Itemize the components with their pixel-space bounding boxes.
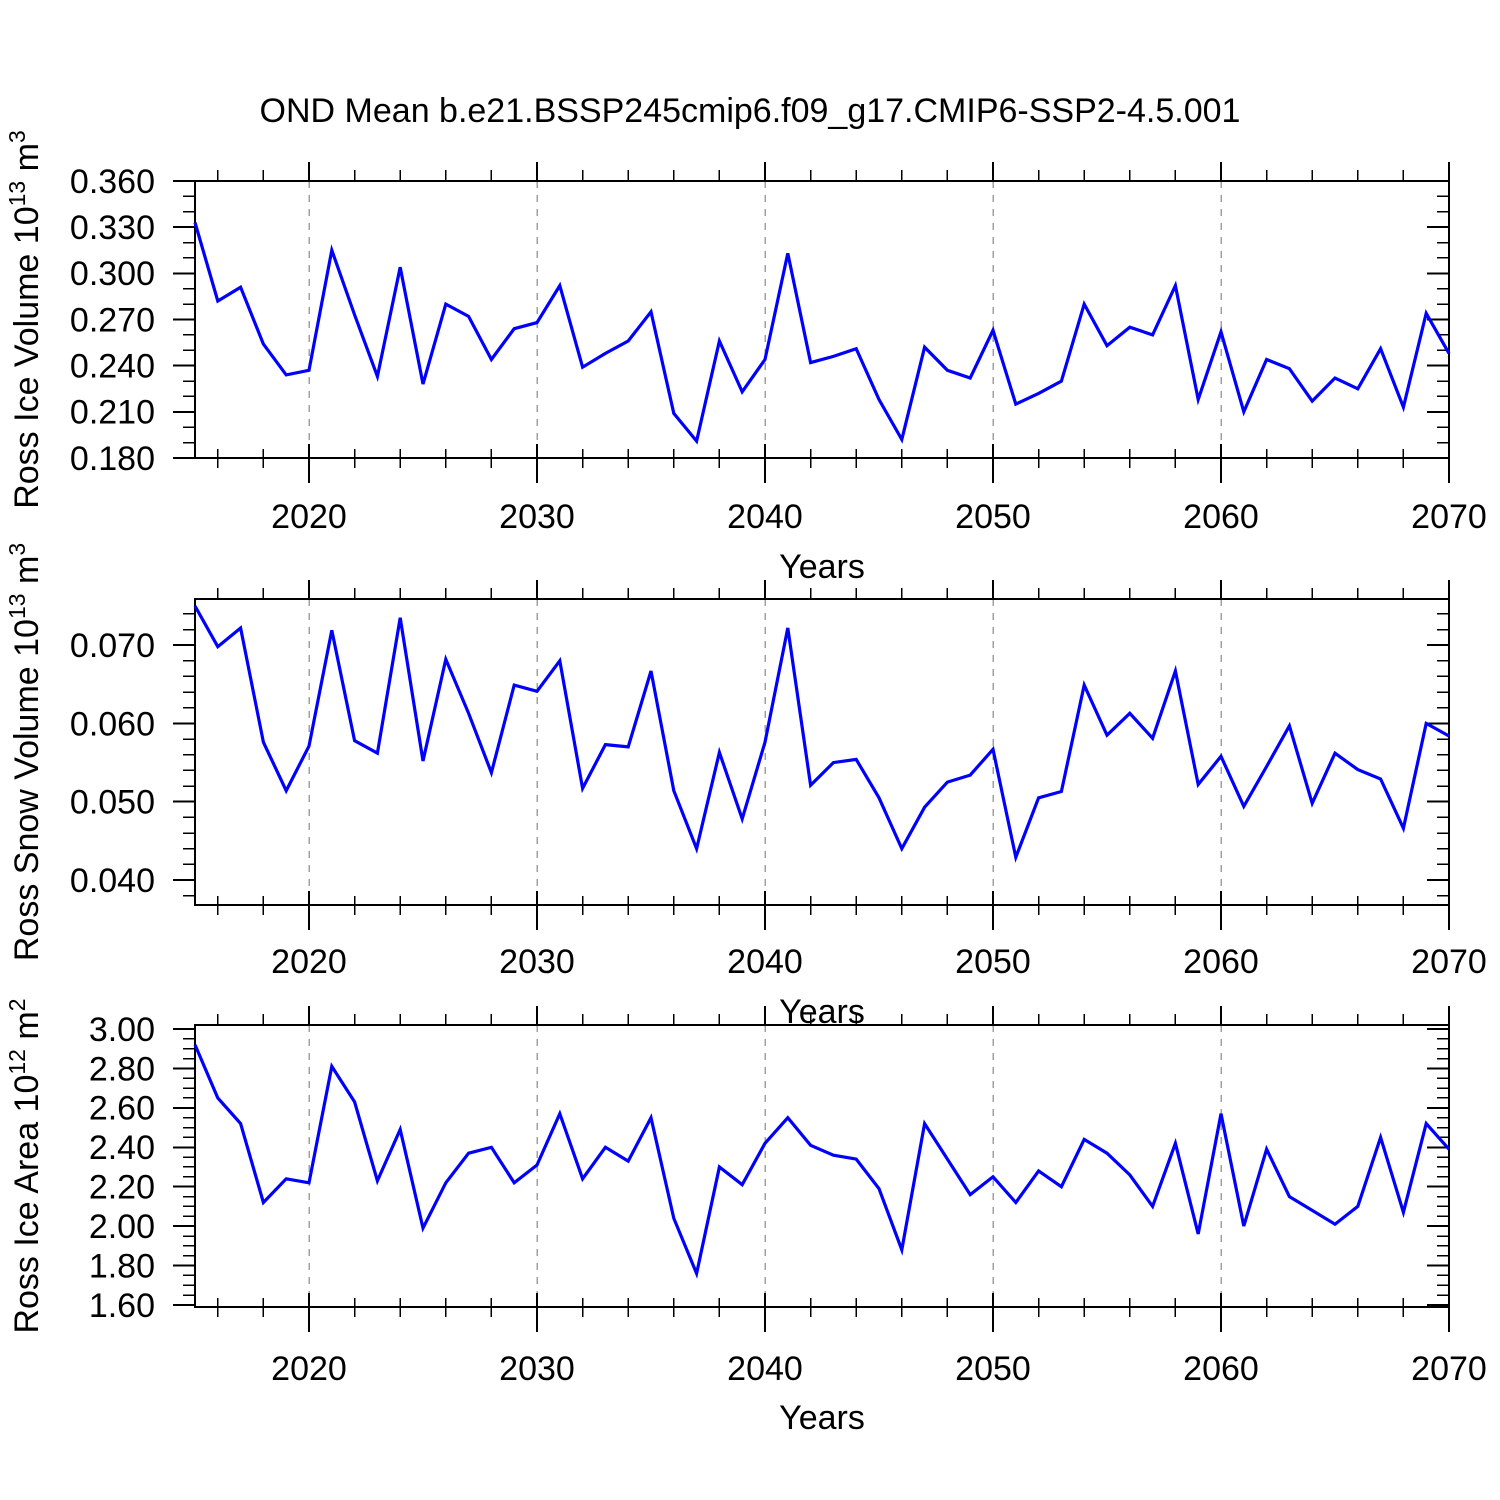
x-axis-label: Years — [779, 548, 865, 586]
y-tick-label: 2.60 — [89, 1090, 155, 1128]
y-tick-label: 0.040 — [70, 862, 155, 900]
y-axis-label: Ross Ice Volume 1013 m3 — [4, 130, 46, 509]
y-tick-label: 0.360 — [70, 163, 155, 201]
series-line-ross-snow-volume — [193, 605, 1450, 863]
x-tick-label: 2020 — [271, 943, 347, 981]
x-tick-label: 2070 — [1411, 943, 1487, 981]
x-tick-label: 2060 — [1183, 1350, 1259, 1388]
x-tick-label: 2030 — [499, 943, 575, 981]
x-tick-label: 2020 — [271, 1350, 347, 1388]
chart-title: OND Mean b.e21.BSSP245cmip6.f09_g17.CMIP… — [259, 92, 1241, 130]
y-tick-label: 0.300 — [70, 255, 155, 293]
x-tick-label: 2050 — [955, 943, 1031, 981]
x-axis-label: Years — [779, 1399, 865, 1437]
x-tick-label: 2070 — [1411, 498, 1487, 536]
y-tick-label: 0.060 — [70, 705, 155, 743]
y-tick-label: 2.20 — [89, 1169, 155, 1207]
y-tick-label: 3.00 — [89, 1011, 155, 1049]
y-axis-label: Ross Ice Area 1012 m2 — [4, 998, 46, 1333]
x-tick-label: 2040 — [727, 498, 803, 536]
x-tick-label: 2060 — [1183, 943, 1259, 981]
y-tick-label: 0.070 — [70, 627, 155, 665]
series-line-ross-ice-area — [193, 1044, 1451, 1279]
x-tick-label: 2020 — [271, 498, 347, 536]
y-tick-label: 1.80 — [89, 1247, 155, 1285]
panel-ross-snow-volume: 2020 2030 2040 2050 2060 2070 0.040 0.050 0.060 0… — [4, 543, 1487, 1031]
x-tick-label: 2070 — [1411, 1350, 1487, 1388]
y-axis-label: Ross Snow Volume 1013 m3 — [4, 543, 46, 961]
series-line-ross-ice-volume — [193, 222, 1451, 445]
y-tick-label: 0.180 — [70, 440, 155, 478]
panel-frame — [194, 1024, 1450, 1308]
x-tick-label: 2060 — [1183, 498, 1259, 536]
y-tick-label: 0.240 — [70, 348, 155, 386]
y-tick-label: 0.270 — [70, 301, 155, 339]
y-tick-label: 0.050 — [70, 784, 155, 822]
x-tick-label: 2040 — [727, 1350, 803, 1388]
panel-frame — [194, 180, 1450, 459]
panel-frame — [194, 598, 1450, 906]
x-tick-label: 2030 — [499, 498, 575, 536]
x-tick-label: 2050 — [955, 498, 1031, 536]
y-tick-label: 2.00 — [89, 1208, 155, 1246]
y-tick-label: 1.60 — [89, 1287, 155, 1325]
y-tick-label: 0.210 — [70, 394, 155, 432]
y-tick-label: 2.80 — [89, 1050, 155, 1088]
x-tick-label: 2040 — [727, 943, 803, 981]
x-tick-label: 2030 — [499, 1350, 575, 1388]
x-tick-label: 2050 — [955, 1350, 1031, 1388]
y-tick-label: 0.330 — [70, 209, 155, 247]
y-tick-label: 2.40 — [89, 1129, 155, 1167]
panel-ross-ice-area: 2020 2030 2040 2050 2060 2070 1.601.802.002.20… — [4, 998, 1487, 1436]
panel-ross-ice-volume: 2020 2030 2040 2050 2060 2070 0.180 0.210 0.240 0… — [4, 130, 1487, 586]
